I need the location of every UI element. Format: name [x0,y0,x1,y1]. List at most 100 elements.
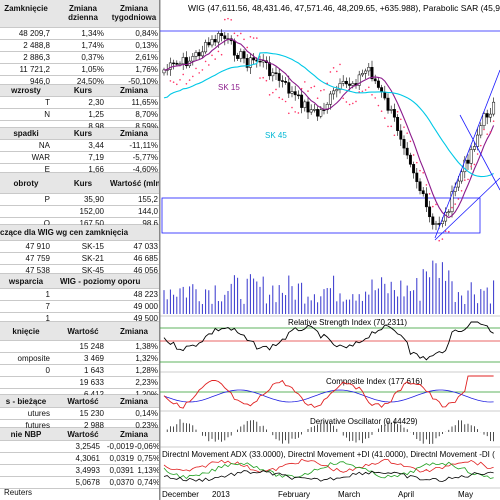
chart-panel: WIG (47,611.56, 48,431.46, 47,571.46, 48… [160,0,500,500]
table-cell: 0,0391 [109,466,134,475]
header-cell: Zmiana [119,429,148,439]
candle-body [290,91,294,94]
table-cell: 7,19 [88,153,104,162]
table-cell: 1 [45,314,50,323]
table-cell: 46 685 [133,254,158,263]
candle-body [172,62,176,65]
sar-dot [227,17,229,20]
sar-dot [297,112,300,114]
candle-body [338,83,342,90]
table-cell: 47 033 [133,242,158,251]
candle-body [396,116,400,131]
table-cell: 167,50 [79,219,104,228]
sar-dot [380,110,383,112]
table-cell: 49 000 [133,302,158,311]
table-cell: futures [25,421,50,430]
candle-body [306,101,310,113]
table-cell: 0,37% [81,53,104,62]
candle-body [482,113,486,126]
table-cell: 0 [45,366,50,375]
table-row: O 167,50 98,6 [0,218,159,228]
candle-body [303,101,307,108]
candle-body [418,181,422,191]
table-cell: SK-15 [81,242,104,251]
sar-dot [172,81,175,83]
table-cell: 5,0678 [75,478,100,487]
table-cell: 1 643 [83,366,104,375]
sar-dot [438,239,441,242]
candle-body [370,67,374,80]
sar-dot [211,54,213,57]
sar-dot [476,153,479,155]
sar-dot [336,70,338,73]
table-cell: 11,65% [131,98,158,107]
candle-body [424,193,428,208]
header-cell: Zmiana [119,326,148,336]
table-cell: 0,0319 [109,454,134,463]
sar-dot [467,178,469,181]
sar-dot [220,53,223,56]
table-cell: 0,74% [137,478,160,487]
table-row: 47 910 SK-15 47 033 [0,241,159,253]
table-cell: -4,60% [132,165,158,174]
header-cell: Zmiana [119,396,148,406]
sar-dot [169,80,172,82]
sar-dot [387,125,389,128]
sar-dot [425,184,428,186]
sar-dot [252,37,255,39]
sar-dot [473,163,476,166]
table-cell: 6 412 [56,390,104,400]
table-cell: 1,74% [81,41,104,50]
table-cell: 1 [45,290,50,299]
candle-body [168,62,172,70]
header-cell: WIG - poziomy oporu [60,276,141,286]
table-row: E 1,66 -4,60% [0,164,159,174]
candle-body [268,62,272,77]
sar-dot [390,125,392,128]
sar-dot [368,86,370,89]
table-cell: WAR [31,153,50,162]
quotes-panel: Zamknięcie Zmiana dzienna Zmiana tygodniow… [0,0,160,500]
candle-body [242,51,246,59]
table-cell: NA [38,141,50,150]
header-cell: Kurs [73,178,93,188]
x-label-2013: 2013 [212,490,230,499]
table-row: N 1,25 8,70% [0,109,159,121]
table-row: 11 721,2 1,05% 1,76% [0,64,159,76]
table-row: 4,3061 0,0319 0,75% [0,453,159,465]
sk45-label: SK 45 [265,131,287,140]
candle-body [357,74,361,86]
table-cell: 8,59% [135,122,158,131]
table-cell: 1,76% [135,65,158,74]
table-cell: 2 886,3 [23,53,50,62]
sar-dot [470,165,473,168]
table-cell: 49 500 [133,314,158,323]
table-header-row: czące dla WIG wg cen zamknięcia [0,225,159,241]
sar-dot [412,154,415,156]
candle-body [252,57,256,61]
header-cell: Wartość [67,429,99,439]
sar-dot [400,118,402,121]
sar-dot [451,206,453,209]
rsi-line [163,321,494,361]
rsi-label: Relative Strength Index (70.2311) [288,318,407,327]
table-cell: 1,66 [88,165,104,174]
candle-body [223,35,227,39]
header-cell: knięcie [12,326,40,336]
table-cell: 24,50% [76,77,104,86]
sar-dot [332,67,335,69]
header-cell: Zmiana tygodniowa [111,4,157,22]
sar-dot [416,161,418,164]
table-cell: 0,23% [135,421,158,430]
candle-body [351,83,355,86]
sar-dot [281,98,284,101]
table-cell: 1,32% [135,354,158,363]
sar-dot [492,120,495,122]
candle-body [348,83,352,86]
table-cell: 152,00 [79,207,104,216]
sar-dot [259,77,261,79]
table-cell: 1,34% [81,29,104,38]
table-cell: 48 223 [133,290,158,299]
adx-line [163,470,494,482]
sar-dot [307,90,309,92]
